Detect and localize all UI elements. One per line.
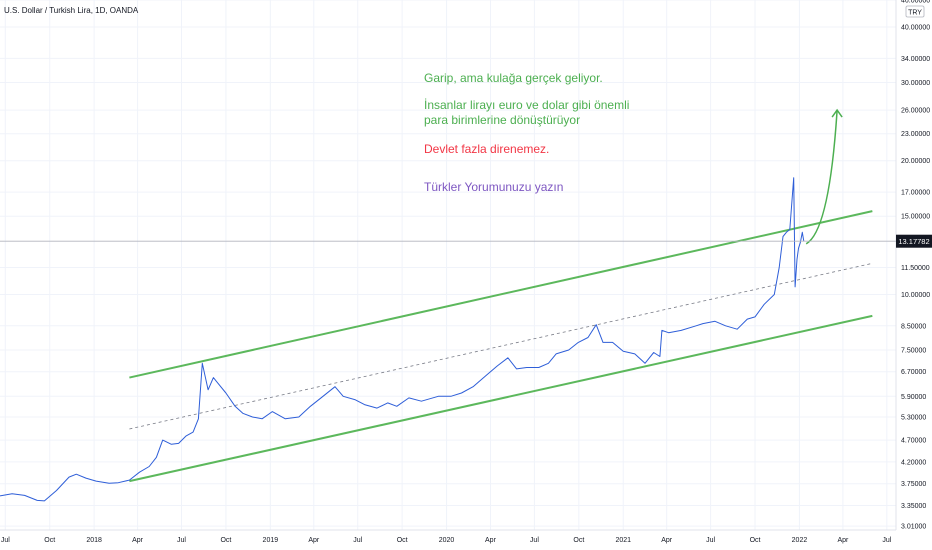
grid [0, 0, 896, 530]
x-tick-label: 2018 [86, 537, 102, 544]
y-tick-label: 26.00000 [901, 108, 930, 115]
projection-arrow [805, 108, 843, 245]
last-price-box [896, 234, 932, 248]
price-series-line[interactable] [0, 177, 805, 502]
y-tick-label: 40.00000 [901, 24, 930, 31]
annotation-text-2: İnsanlar lirayı euro ve dolar gibi öneml… [424, 98, 629, 112]
x-tick-label: Jul [353, 537, 362, 544]
lower-channel-line[interactable] [129, 314, 873, 483]
y-tick-label: 7.50000 [901, 347, 926, 354]
y-tick-label: 34.00000 [901, 56, 930, 63]
annotation-text-4: Devlet fazla direnemez. [424, 142, 549, 156]
y-tick-label: 10.00000 [901, 292, 930, 299]
y-tick-label: 11.50000 [901, 265, 930, 272]
x-tick-label: Oct [573, 537, 584, 544]
symbol-title[interactable]: U.S. Dollar / Turkish Lira, 1D, OANDA [4, 6, 139, 15]
x-tick-label: Oct [220, 537, 231, 544]
annotation-text-3: para birimlerine dönüştürüyor [424, 113, 580, 127]
y-tick-label: 3.75000 [901, 481, 926, 488]
x-tick-label: Jul [706, 537, 715, 544]
y-tick-label: 5.30000 [901, 414, 926, 421]
annotation-text-1: Garip, ama kulağa gerçek geliyor. [424, 71, 603, 85]
currency-badge-frame [905, 5, 925, 18]
upper-channel-line[interactable] [129, 210, 873, 379]
y-tick-label: 17.00000 [901, 190, 930, 197]
y-tick-label: 3.35000 [901, 503, 926, 510]
y-tick-label: 6.70000 [901, 369, 926, 376]
x-tick-label: Apr [661, 537, 673, 544]
x-tick-label: Jul [1, 537, 10, 544]
mid-channel-line[interactable] [129, 262, 873, 430]
x-tick-label: Jul [177, 537, 186, 544]
currency-badge[interactable]: TRY [905, 5, 925, 18]
annotations: Garip, ama kulağa gerçek geliyor. İnsanl… [424, 71, 629, 194]
y-tick-label: 4.70000 [901, 438, 926, 445]
last-price-label: 13.17782 [898, 237, 929, 246]
x-tick-label: Jul [882, 537, 891, 544]
y-tick-label: 23.00000 [901, 131, 930, 138]
x-tick-label: 2021 [615, 537, 631, 544]
trendlines [129, 210, 873, 483]
x-tick-label: 2019 [263, 537, 279, 544]
x-tick-label: Jul [530, 537, 539, 544]
x-tick-label: Apr [132, 537, 144, 544]
y-tick-label: 20.00000 [901, 158, 930, 165]
y-tick-label: 3.01000 [901, 524, 926, 531]
x-tick-label: Apr [837, 537, 849, 544]
currency-badge-label: TRY [908, 10, 922, 17]
y-tick-label: 4.20000 [901, 459, 926, 466]
y-tick-label: 8.50000 [901, 323, 926, 330]
y-tick-label: 46.00000 [901, 0, 930, 5]
y-tick-label: 5.90000 [901, 394, 926, 401]
projection-arrow-line[interactable] [805, 110, 838, 245]
y-tick-label: 30.00000 [901, 80, 930, 87]
x-tick-label: 2020 [439, 537, 455, 544]
x-tick-label: 2022 [792, 537, 808, 544]
x-tick-label: Oct [44, 537, 55, 544]
y-tick-label: 15.00000 [901, 214, 930, 221]
x-tick-label: Oct [397, 537, 408, 544]
annotation-text-5: Türkler Yorumunuzu yazın [424, 180, 563, 194]
x-tick-label: Oct [750, 537, 761, 544]
x-tick-label: Apr [308, 537, 320, 544]
last-price-marker: 13.17782 [0, 234, 932, 248]
projection-arrowhead [831, 108, 843, 118]
x-tick-label: Apr [485, 537, 497, 544]
price-series [0, 177, 805, 502]
